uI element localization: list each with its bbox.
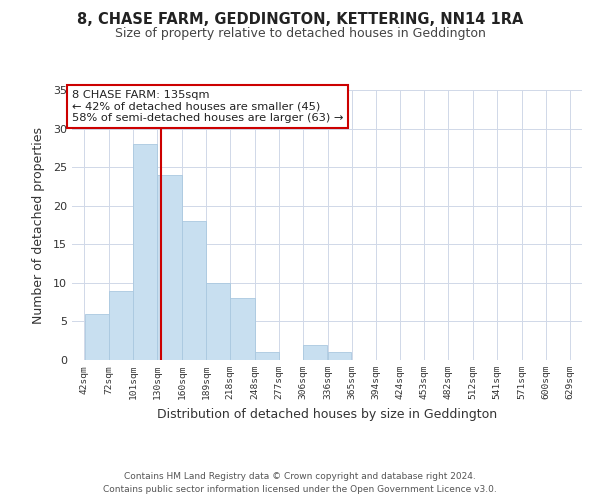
Text: 8, CHASE FARM, GEDDINGTON, KETTERING, NN14 1RA: 8, CHASE FARM, GEDDINGTON, KETTERING, NN…	[77, 12, 523, 28]
Bar	[303, 344, 328, 360]
Text: Contains HM Land Registry data © Crown copyright and database right 2024.: Contains HM Land Registry data © Crown c…	[124, 472, 476, 481]
Text: Contains public sector information licensed under the Open Government Licence v3: Contains public sector information licen…	[103, 485, 497, 494]
Text: 8 CHASE FARM: 135sqm
← 42% of detached houses are smaller (45)
58% of semi-detac: 8 CHASE FARM: 135sqm ← 42% of detached h…	[72, 90, 343, 123]
Bar	[230, 298, 254, 360]
Bar	[328, 352, 352, 360]
Bar	[255, 352, 278, 360]
Bar	[206, 283, 230, 360]
Text: Size of property relative to detached houses in Geddington: Size of property relative to detached ho…	[115, 28, 485, 40]
Bar	[109, 290, 133, 360]
X-axis label: Distribution of detached houses by size in Geddington: Distribution of detached houses by size …	[157, 408, 497, 420]
Bar	[157, 175, 182, 360]
Bar	[133, 144, 157, 360]
Y-axis label: Number of detached properties: Number of detached properties	[32, 126, 44, 324]
Bar	[85, 314, 109, 360]
Bar	[182, 221, 206, 360]
